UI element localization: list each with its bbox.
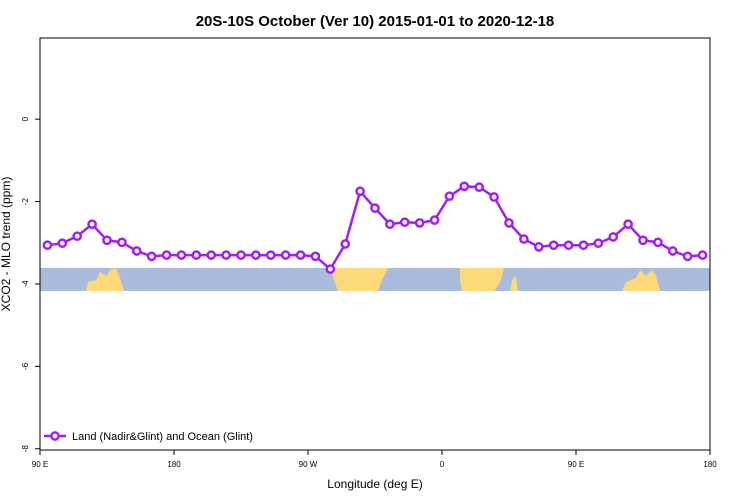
point	[489, 192, 499, 202]
point	[414, 218, 425, 228]
point	[280, 250, 291, 260]
point	[474, 182, 485, 192]
point	[533, 242, 544, 252]
x-tick-label: 0	[440, 460, 445, 469]
point	[504, 218, 514, 228]
point	[429, 215, 440, 225]
point	[355, 186, 365, 197]
y-axis-label: XCO2 - MLO trend (ppm)	[0, 177, 13, 312]
point	[176, 250, 187, 260]
series-line	[47, 185, 703, 272]
plot-frame	[39, 37, 711, 451]
x-axis-label: Longitude (deg E)	[327, 477, 422, 491]
point	[251, 250, 261, 260]
point	[117, 237, 127, 248]
point	[325, 264, 336, 274]
point	[385, 219, 395, 230]
land-madagascar	[510, 276, 518, 291]
point	[399, 217, 410, 228]
y-tick-label: -8	[21, 445, 30, 453]
x-tick-label: 90 E	[32, 460, 48, 469]
x-tick-label: 90 E	[568, 460, 584, 469]
y-tick-label: -2	[21, 197, 30, 205]
chart-title: 20S-10S October (Ver 10) 2015-01-01 to 2…	[196, 13, 555, 30]
point	[87, 219, 97, 230]
point	[519, 234, 529, 244]
x-tick-label: 90 W	[299, 460, 318, 469]
point	[191, 250, 202, 260]
point	[146, 251, 157, 262]
point	[310, 251, 321, 262]
point	[548, 240, 559, 251]
point	[623, 219, 633, 230]
point	[459, 181, 470, 192]
y-tick-label: -4	[21, 280, 30, 288]
y-tick-label: 0	[21, 116, 30, 121]
point	[340, 239, 351, 249]
land-australia	[86, 268, 124, 291]
point	[131, 246, 142, 256]
point	[72, 231, 83, 242]
point	[370, 203, 380, 214]
point	[638, 235, 648, 246]
point	[697, 250, 708, 260]
y-tick-label: -6	[21, 362, 30, 370]
point	[653, 237, 663, 248]
x-tick-label: 180	[167, 460, 181, 469]
point	[236, 250, 246, 260]
point	[221, 250, 231, 260]
point	[608, 232, 619, 242]
point	[593, 238, 604, 249]
point	[161, 250, 172, 260]
point	[295, 250, 306, 260]
point	[102, 235, 112, 246]
point	[265, 250, 276, 260]
point	[57, 238, 68, 249]
plot-layer: 90 E 180 90 W 0 90 E 180 0 -2 -4 -6 -8 Land (Nadir&…	[21, 116, 717, 469]
land-africa	[460, 268, 504, 291]
point	[578, 240, 589, 251]
point	[563, 240, 574, 251]
map-band	[40, 268, 710, 291]
land-australia-2	[622, 270, 660, 291]
point	[42, 240, 53, 251]
land-south-america	[330, 268, 388, 291]
point	[682, 251, 693, 262]
point	[206, 250, 217, 260]
legend-marker	[50, 431, 60, 441]
point	[667, 246, 678, 256]
x-tick-label: 180	[703, 460, 717, 469]
legend-label: Land (Nadir&Glint) and Ocean (Glint)	[72, 431, 253, 443]
point	[444, 191, 455, 202]
